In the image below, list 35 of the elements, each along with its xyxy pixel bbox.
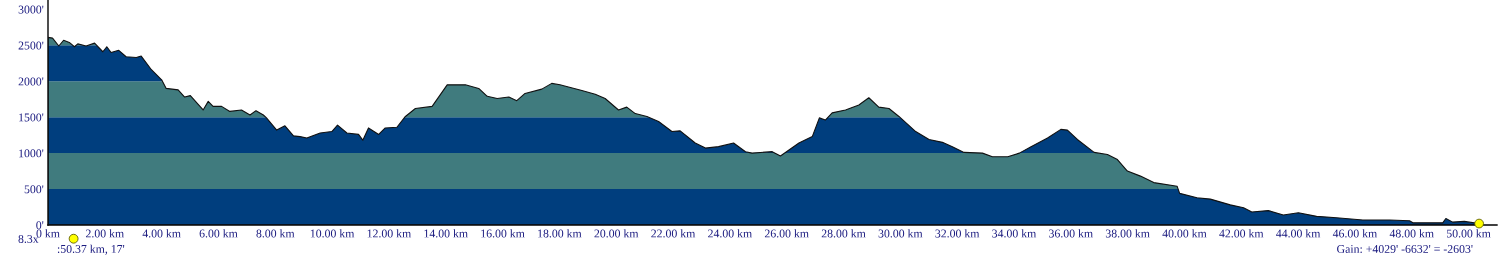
text: Gain: +4029' -6632' = -2603' — [1337, 244, 1473, 254]
y-tick-label: 2500' — [18, 41, 44, 50]
y-tick-label: 1500' — [19, 113, 44, 122]
x-tick-label: 36.00 km — [1049, 229, 1093, 238]
x-tick-label: 40.00 km — [1162, 229, 1207, 238]
y-tick-label: 3000' — [18, 5, 44, 14]
x-tick-label: 20.00 km — [594, 229, 639, 238]
x-tick-label: 48.00 km — [1389, 229, 1434, 238]
y-tick-label: 1000' — [19, 149, 44, 158]
x-tick-label: 32.00 km — [935, 229, 980, 238]
x-tick-label: 28.00 km — [821, 229, 866, 238]
x-tick-label: 2.00 km — [85, 229, 124, 238]
y-tick-label: 2000' — [18, 77, 44, 86]
x-tick-label: 0 km — [36, 229, 60, 238]
x-tick-label: 44.00 km — [1276, 229, 1321, 238]
x-tick-label: 34.00 km — [992, 229, 1037, 238]
x-tick-label: 10.00 km — [310, 229, 355, 238]
x-tick-label: 12.00 km — [367, 229, 412, 238]
text: :50.37 km, 17' — [57, 244, 125, 255]
x-tick-label: 42.00 km — [1219, 229, 1264, 238]
x-tick-label: 26.00 km — [764, 229, 809, 238]
x-tick-label: 16.00 km — [481, 229, 525, 238]
x-tick-label: 24.00 km — [708, 229, 752, 238]
x-tick-label: 4.00 km — [142, 229, 181, 238]
x-tick-label: 14.00 km — [424, 229, 468, 238]
x-tick-label: 6.00 km — [199, 229, 238, 238]
x-tick-label: 18.00 km — [538, 229, 582, 238]
x-tick-label: 22.00 km — [651, 229, 696, 238]
x-tick-label: 38.00 km — [1105, 229, 1150, 238]
x-tick-label: 30.00 km — [878, 229, 923, 238]
y-tick-label: 0' — [36, 221, 44, 230]
x-tick-label: 46.00 km — [1332, 229, 1378, 238]
x-tick-label: 8.00 km — [256, 229, 295, 238]
x-tick-label: 50.00 km — [1446, 229, 1491, 238]
y-tick-label: 500' — [24, 185, 44, 194]
